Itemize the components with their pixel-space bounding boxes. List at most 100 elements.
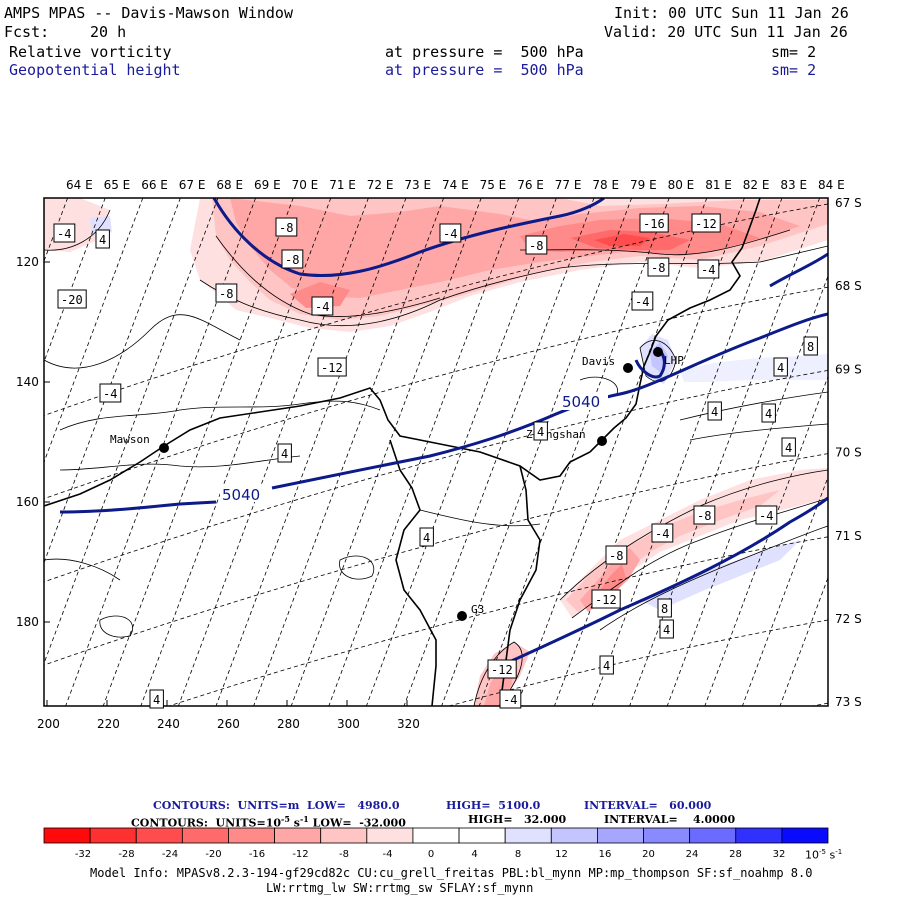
vorticity-label-box — [311, 296, 334, 316]
y-tick-label: 160 — [16, 495, 39, 509]
lon-label: 70 E — [292, 178, 319, 192]
lon-label: 76 E — [517, 178, 544, 192]
vorticity-label: -12 — [491, 663, 513, 677]
right-latitude-labels: 67 S 68 S 69 S 70 S 71 S 72 S 73 S — [835, 196, 862, 709]
colorbar-tick-label: 4 — [471, 849, 477, 860]
x-tick-label: 240 — [157, 717, 180, 731]
vorticity-label-box — [525, 235, 548, 255]
x-tick-label: 220 — [97, 717, 120, 731]
vorticity-label: 4 — [777, 361, 784, 375]
colorbar-tick-label: -16 — [249, 849, 265, 860]
field-2-name: Geopotential height — [9, 61, 181, 79]
vorticity-label-box — [487, 659, 517, 679]
colorbar-tick-label: 20 — [642, 849, 655, 860]
vorticity-label-box — [599, 655, 614, 675]
lat-lon-grid — [44, 198, 828, 706]
vorticity-label: -8 — [529, 239, 543, 253]
vorticity-label: 8 — [661, 602, 668, 616]
vorticity-label: 4 — [281, 447, 288, 461]
height-label-5040-west: 5040 — [222, 486, 260, 504]
field-2-level: at pressure = 500 hPa — [385, 61, 584, 79]
vorticity-label: -12 — [695, 217, 717, 231]
field-1-name: Relative vorticity — [9, 43, 172, 61]
vorticity-label-box — [215, 283, 238, 303]
valid-time: Valid: 20 UTC Sun 11 Jan 26 — [604, 23, 848, 41]
vorticity-contour-interval: INTERVAL= 4.0000 — [604, 813, 736, 826]
lon-label: 75 E — [480, 178, 507, 192]
field-1-level: at pressure = 500 hPa — [385, 43, 584, 61]
lon-label: 68 E — [216, 178, 243, 192]
vorticity-label: -4 — [315, 300, 329, 314]
vorticity-label: 4 — [603, 659, 610, 673]
vorticity-label: -12 — [595, 593, 617, 607]
vorticity-label: -12 — [321, 361, 343, 375]
colorbar-tick-label: -20 — [205, 849, 221, 860]
vorticity-label-box — [277, 443, 292, 463]
y-tick-label: 120 — [16, 255, 39, 269]
colorbar-tick-label: 12 — [555, 849, 568, 860]
vorticity-label: -8 — [219, 287, 233, 301]
height-labels: 5040 5040 — [220, 392, 608, 504]
vorticity-label-box — [95, 229, 110, 249]
lon-label: 79 E — [630, 178, 657, 192]
vorticity-label-box — [693, 505, 716, 525]
vorticity-label: 4 — [153, 693, 160, 707]
vorticity-label: 4 — [711, 405, 718, 419]
colorbar-units: 10-5 s-1 — [805, 848, 843, 862]
station-davis-label: Davis — [582, 355, 615, 368]
vorticity-label: -4 — [635, 295, 649, 309]
left-y-labels: 120 140 160 180 — [16, 255, 39, 629]
vorticity-label: 4 — [99, 233, 106, 247]
colorbar-swatch — [412, 827, 460, 844]
coastline — [44, 198, 761, 706]
height-contour-high: HIGH= 5100.0 — [446, 799, 541, 812]
vorticity-label: -4 — [57, 227, 71, 241]
lat-label: 71 S — [835, 529, 862, 543]
vorticity-label-box — [439, 223, 462, 243]
vorticity-label: -8 — [697, 509, 711, 523]
vorticity-label-box — [657, 598, 672, 618]
lon-label: 73 E — [404, 178, 431, 192]
colorbar-swatch — [597, 827, 644, 844]
lon-label: 64 E — [66, 178, 93, 192]
station-mawson-label: Mawson — [110, 433, 150, 446]
vorticity-label-box — [591, 589, 621, 609]
vorticity-label-box — [57, 289, 87, 309]
vorticity-label: -8 — [285, 253, 299, 267]
x-tick-label: 260 — [217, 717, 240, 731]
colorbar-swatch — [43, 827, 91, 844]
lon-label: 82 E — [743, 178, 770, 192]
vorticity-label-box — [697, 259, 720, 279]
colorbar-swatch — [781, 827, 829, 844]
vorticity-label-box — [761, 403, 776, 423]
lat-label: 67 S — [835, 196, 862, 210]
station-lhp-dot — [653, 347, 663, 357]
vorticity-label: 4 — [537, 425, 544, 439]
lon-label: 81 E — [705, 178, 732, 192]
x-tick-label: 320 — [397, 717, 420, 731]
lon-label: 77 E — [555, 178, 582, 192]
top-longitude-labels: 64 E 65 E 66 E 67 E 68 E 69 E 70 E 71 E 72 E 73 E… — [66, 178, 845, 192]
vorticity-label-box — [499, 689, 522, 709]
vorticity-label: -4 — [655, 527, 669, 541]
height-label-5040-east: 5040 — [562, 393, 600, 411]
vorticity-label-box — [651, 523, 674, 543]
lon-label: 84 E — [818, 178, 845, 192]
vorticity-label: 4 — [785, 441, 792, 455]
vorticity-label-box — [631, 291, 654, 311]
vorticity-label-box — [275, 217, 298, 237]
vorticity-labels: -4 4 -8 -8 -4 -8 -16 -12 -8 -4 -20 -8 -4 -12 -4 -4 8 4 4 4 4… — [53, 213, 818, 709]
vorticity-label: -4 — [759, 509, 773, 523]
vorticity-label: -4 — [103, 387, 117, 401]
axis-ticks — [44, 261, 408, 706]
vorticity-label-box — [781, 437, 796, 457]
vorticity-label-box — [419, 527, 434, 547]
colorbar-tick-label: 0 — [428, 849, 434, 860]
vorticity-label: -4 — [443, 227, 457, 241]
vorticity-label: -4 — [503, 693, 517, 707]
colorbar-tick-label: -4 — [383, 849, 393, 860]
field-1-smoothing: sm= 2 — [771, 43, 817, 61]
vorticity-contour-info: CONTOURS: UNITS=10-5 s-1 LOW= -32.000 — [131, 814, 406, 830]
lat-label: 73 S — [835, 695, 862, 709]
